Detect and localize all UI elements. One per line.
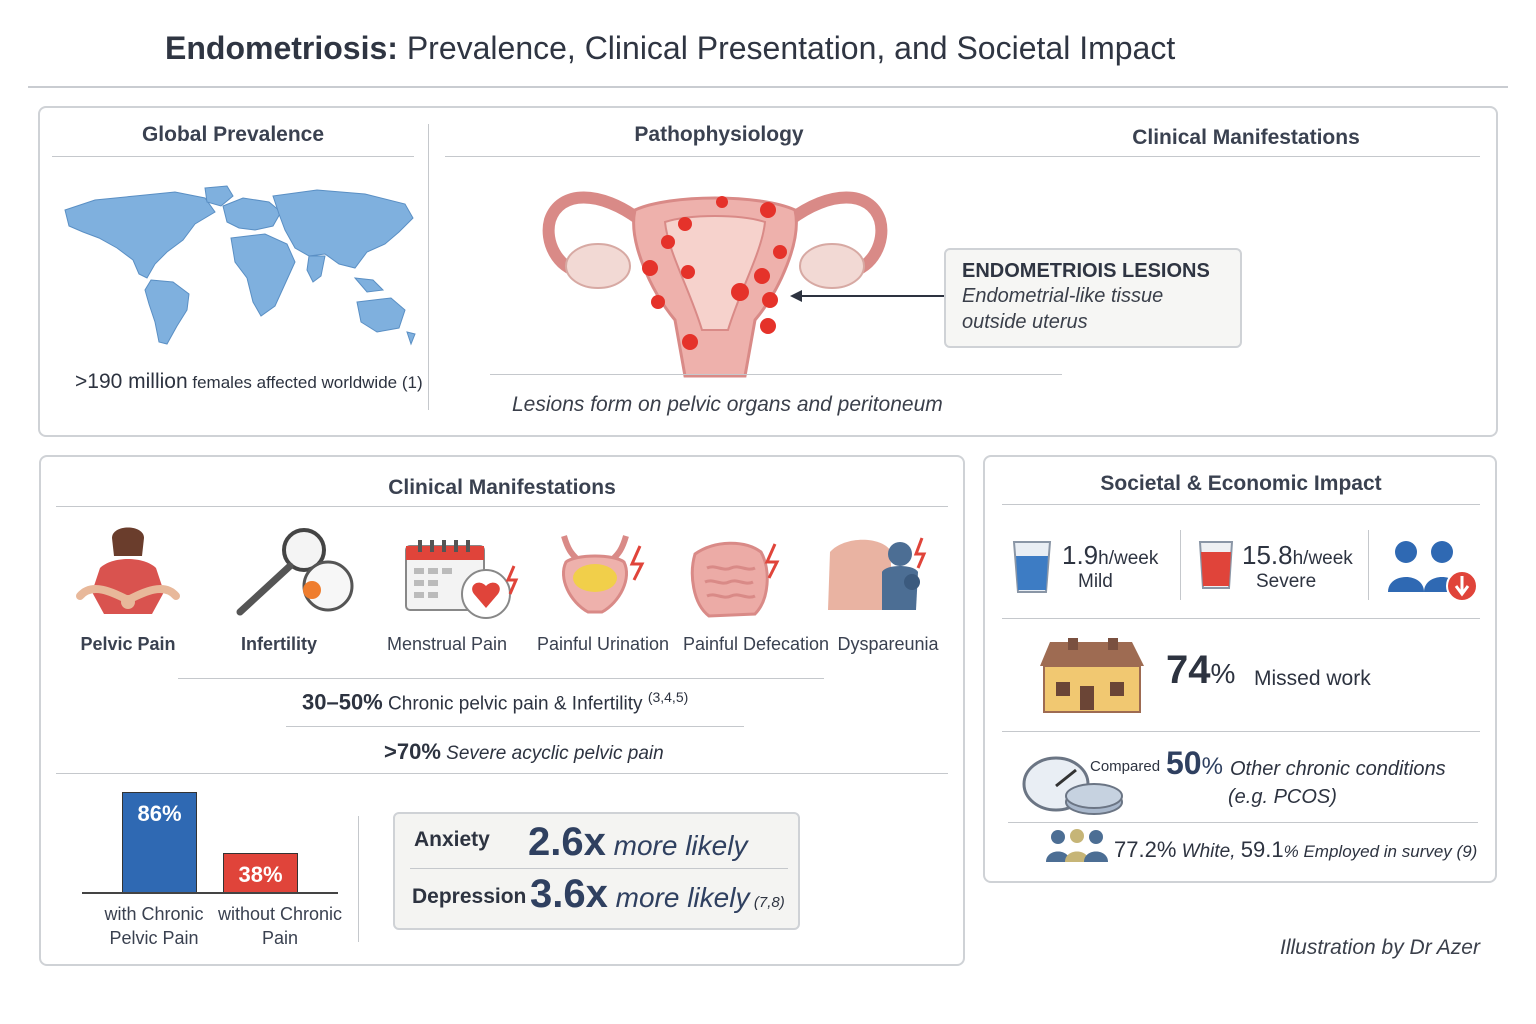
depression-stat: 3.6x more likely (7,8) [530, 872, 785, 916]
societal-divider-3 [1008, 822, 1478, 823]
patho-caption-divider [490, 374, 1062, 375]
psych-divider [410, 868, 788, 869]
productivity-loss-icon [1388, 541, 1478, 602]
severe-hours: 15.8h/week [1242, 540, 1353, 570]
compared-label: Compared [1090, 758, 1161, 775]
painful-defecation-label: Painful Defecation [682, 634, 830, 654]
chart-divider [358, 816, 359, 942]
compared-example: (e.g. PCOS) [1228, 786, 1337, 808]
magnifier-icon [236, 528, 354, 616]
chronic-pain-infertility-stat: 30–50% Chronic pelvic pain & Infertility… [302, 689, 689, 715]
intestine-icon [690, 541, 780, 618]
couple-icon [828, 537, 927, 610]
hours-divider-1 [1180, 530, 1181, 600]
bar-1: 86% [122, 792, 197, 894]
stats-divider-mid [286, 726, 744, 727]
societal-divider-2 [1002, 731, 1480, 732]
top-column-divider [428, 124, 429, 410]
red-glass-icon [1198, 541, 1234, 589]
societal-heading-divider [1002, 504, 1480, 505]
lesion-pointer-arrow [790, 290, 946, 302]
missed-work-pct: 74% [1166, 648, 1236, 692]
severe-label: Severe [1256, 571, 1317, 592]
bar-category-2: without Chronic Pain [217, 904, 343, 948]
illustration-credit: Illustration by Dr Azer [1280, 936, 1480, 959]
uterus-illustration-icon [542, 191, 888, 378]
bar-value-label: 38% [238, 862, 283, 887]
page-title: Endometriosis: Prevalence, Clinical Pres… [165, 30, 1176, 66]
bar-chart-baseline [82, 892, 338, 894]
bar-2: 38% [223, 853, 298, 894]
house-icon [1040, 638, 1144, 713]
lesion-callout-line2: outside uterus [962, 311, 1088, 333]
prevalence-stat: >190 million females affected worldwide … [75, 370, 423, 393]
anxiety-label: Anxiety [414, 828, 490, 851]
stats-divider-top [178, 678, 824, 679]
pain-bar-chart: 86% 38% [82, 782, 340, 894]
acyclic-pain-stat: >70% Severe acyclic pelvic pain [384, 739, 664, 764]
missed-work-label: Missed work [1254, 667, 1371, 690]
dyspareunia-label: Dyspareunia [837, 634, 939, 654]
demographics-stat: 77.2% White, 59.1% Employed in survey (9… [1114, 837, 1478, 862]
lesion-callout-title: ENDOMETRIOIS LESIONS [962, 260, 1210, 282]
clinical-manifestations-heading: Clinical Manifestations [388, 476, 616, 499]
world-map-icon [64, 185, 416, 346]
bladder-icon [561, 535, 645, 614]
pelvic-pain-label: Pelvic Pain [80, 634, 176, 654]
mental-health-box [393, 812, 800, 930]
infertility-label: Infertility [240, 634, 317, 654]
bar-value-label: 86% [137, 801, 182, 826]
title-divider [28, 86, 1508, 88]
depression-label: Depression [412, 885, 527, 908]
compared-pct: 50% [1166, 745, 1223, 781]
gauge-pill-icon [1022, 756, 1123, 815]
mild-hours: 1.9h/week [1062, 540, 1159, 570]
clinical-manifestations-top-heading: Clinical Manifestations [1132, 126, 1360, 149]
menstrual-pain-label: Menstrual Pain [386, 634, 508, 654]
compared-conditions: Other chronic conditions [1230, 758, 1446, 780]
pelvic-pain-icon [76, 527, 180, 614]
lesion-callout: ENDOMETRIOIS LESIONS Endometrial-like ti… [944, 248, 1242, 348]
stats-divider-bottom [56, 773, 948, 774]
prevalence-divider [52, 156, 414, 157]
pathophysiology-heading: Pathophysiology [634, 123, 804, 146]
anxiety-stat: 2.6x more likely [528, 820, 748, 864]
mild-label: Mild [1078, 571, 1113, 592]
top-right-divider [445, 156, 1480, 157]
global-prevalence-heading: Global Prevalence [141, 123, 325, 146]
bar-category-1: with Chronic Pelvic Pain [104, 904, 204, 948]
group-people-icon [1046, 829, 1108, 862]
blue-glass-icon [1012, 541, 1052, 593]
clinical-heading-divider [56, 506, 948, 507]
patho-caption: Lesions form on pelvic organs and perito… [512, 393, 943, 416]
hours-divider-2 [1368, 530, 1369, 600]
societal-divider-1 [1002, 618, 1480, 619]
societal-impact-heading: Societal & Economic Impact [1100, 472, 1382, 495]
lesion-callout-line1: Endometrial-like tissue [962, 285, 1164, 307]
painful-urination-label: Painful Urination [536, 634, 670, 654]
calendar-heart-icon [405, 540, 519, 619]
